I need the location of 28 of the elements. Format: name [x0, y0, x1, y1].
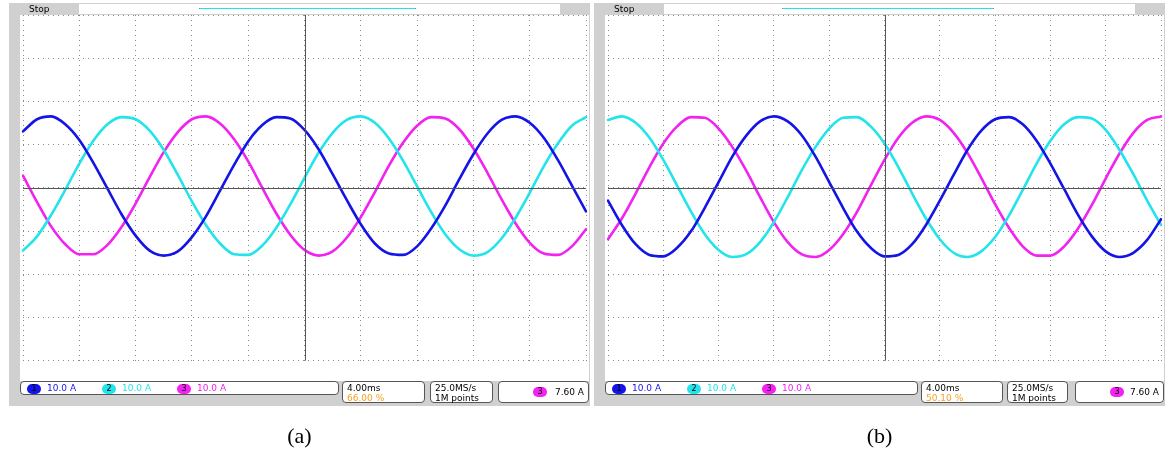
text: 3 [177, 383, 191, 394]
text: 66.00 % [347, 393, 386, 403]
text: 50.10 % [926, 393, 965, 403]
text: 10.0 A [197, 383, 227, 393]
text: (a) [286, 423, 313, 449]
text: 25.0MS/s [435, 383, 478, 393]
text: 10.0 A [47, 383, 77, 393]
text: 1 [27, 383, 41, 394]
text: 1M points [1012, 393, 1057, 403]
text: Stop [29, 3, 50, 15]
text: 10.0 A [707, 383, 737, 393]
text: 10.0 A [122, 383, 152, 393]
text: 25.0MS/s [1012, 383, 1055, 393]
text: 3 [762, 383, 776, 394]
text: Stop [614, 3, 635, 15]
text: 7.60 A [1129, 387, 1159, 397]
text: 2 [102, 383, 116, 394]
text: 1M points [435, 393, 480, 403]
text: 4.00ms [926, 383, 961, 393]
text: 3 [1110, 387, 1124, 397]
text: (b) [865, 423, 894, 449]
text: 1 [612, 383, 626, 394]
text: 2 [687, 383, 701, 394]
text: 7.60 A [554, 387, 584, 397]
text: 10.0 A [782, 383, 812, 393]
text: 3 [533, 387, 547, 397]
text: 4.00ms [347, 383, 382, 393]
text: 10.0 A [632, 383, 662, 393]
